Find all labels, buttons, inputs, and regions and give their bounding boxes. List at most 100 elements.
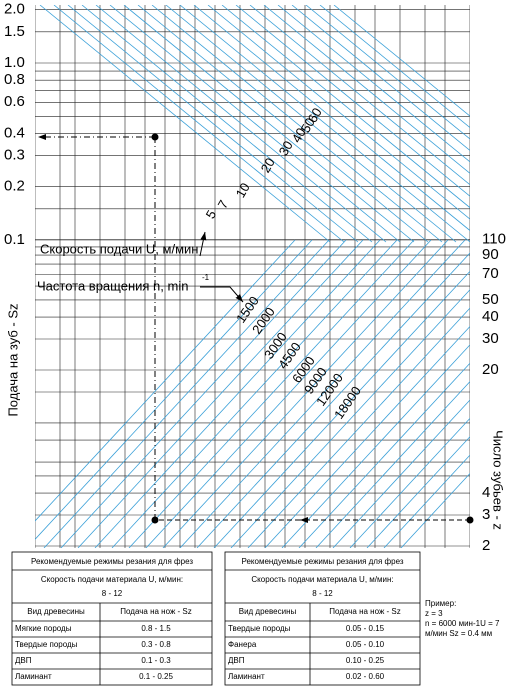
rpm-line [196,252,470,548]
feed-line [333,5,470,117]
example-line: n = 6000 мин-1U = 7 [425,619,500,628]
feed-range: 0.10 - 0.25 [346,656,385,665]
feed-range: 0.02 - 0.60 [346,672,385,681]
table-header: Подача на нож - Sz [329,607,400,616]
feed-speed-label: 50 [298,115,318,135]
feed-range: 0.05 - 0.10 [346,640,385,649]
example-line: Пример: [425,599,456,608]
feed-line [249,5,470,186]
feed-line [137,5,429,243]
feed-line [151,5,443,243]
feed-line [305,5,470,140]
left-tick-label: 2.0 [4,1,25,18]
feed-speed-label: 30 [276,138,296,158]
rpm-line [60,239,347,548]
right-tick-label: 90 [482,246,499,263]
rpm-line [247,307,470,548]
feed-line [81,5,373,243]
rpm-line [366,436,470,548]
wood-type: Твердые породы [15,640,78,649]
feed-range: 0.1 - 0.3 [141,656,171,665]
left-tick-label: 1.5 [4,23,25,40]
feed-line [123,5,415,243]
left-tick-label: 0.6 [4,93,25,110]
feed-speed-label: 40 [289,125,309,145]
wood-type: Фанера [228,640,257,649]
rpm-line [94,239,381,548]
wood-type: Ламинант [15,672,52,681]
feed-speed-label: 60 [305,105,325,125]
right-tick-label: 110 [482,231,506,248]
rpm-line [162,239,449,548]
wood-type: Твердые породы [228,624,291,633]
rpm-line [383,454,470,548]
right-tick-label: 4 [482,484,490,501]
feed-line [207,5,470,220]
rpm-line [35,239,313,540]
tables: Рекомендуемые режимы резания для фрез Ско… [11,551,500,686]
rpm-line [264,325,470,548]
feed-line [39,5,331,243]
feed-line [67,5,359,243]
wood-type: ДВП [228,656,245,665]
feed-line [193,5,470,232]
example-line: z = 3 [425,609,443,618]
rpm-line [281,344,470,548]
feed-line [179,5,470,243]
feed-line [221,5,470,209]
right-tick-label: 50 [482,291,499,308]
rpm-line [349,417,470,548]
table-header: Вид древесины [27,607,85,616]
left-tick-label: 0.1 [4,231,25,248]
table-cell [11,551,213,686]
feed-speed-label: 10 [233,180,253,200]
rpm-line [35,239,296,522]
feed-line [95,5,387,243]
left-tick-label: 0.2 [4,178,25,195]
feed-line [235,5,470,197]
feed-range: 0.1 - 0.25 [139,672,173,681]
example-path [38,133,474,524]
rpm-line [179,239,466,548]
left-tick-label: 0.8 [4,71,25,88]
rpm-line [332,399,470,548]
speed-label: Скорость подачи материала U, м/мин: [41,575,183,584]
feed-speed-label: 7 [215,197,232,211]
rpm-line [43,239,330,548]
left-tick-label: 0.3 [4,147,25,164]
rotation-title: Частота вращения n, min [37,278,188,293]
example-line: м/мин Sz = 0.4 мм [425,629,492,638]
feed-line [277,5,470,163]
right-tick-label: 2 [482,537,490,554]
rpm-line [230,289,470,548]
diagonals [35,5,470,548]
right-axis-title: Число зубьев - z [491,430,506,530]
table-cell [224,551,421,686]
feed-line [53,5,345,243]
rpm-line [213,270,470,548]
table-title: Рекомендуемые режимы резания для фрез [31,557,193,566]
feed-speed-title: Скорость подачи U, м/мин [40,241,198,256]
table-header: Подача на нож - Sz [120,607,191,616]
wood-type: Ламинант [228,672,265,681]
feed-speed-label: 5 [203,207,220,221]
speed-label: Скорость подачи материала U, м/мин: [251,575,393,584]
rpm-line [145,239,432,548]
feed-line [263,5,470,174]
speed-value: 8 - 12 [312,589,333,598]
rotation-superscript: -1 [202,273,210,282]
table-title: Рекомендуемые режимы резания для фрез [241,557,403,566]
right-tick-label: 30 [482,330,499,347]
feed-range: 0.3 - 0.8 [141,640,171,649]
rpm-line [111,239,398,548]
rpm-line [298,362,470,548]
rpm-line [315,380,470,548]
feed-speed-label: 20 [258,155,278,175]
feed-line [165,5,457,243]
speed-value: 8 - 12 [102,589,123,598]
feed-line [109,5,401,243]
feed-line [319,5,470,129]
rpm-line [400,472,470,548]
right-tick-label: 3 [482,506,490,523]
right-tick-label: 70 [482,265,499,282]
